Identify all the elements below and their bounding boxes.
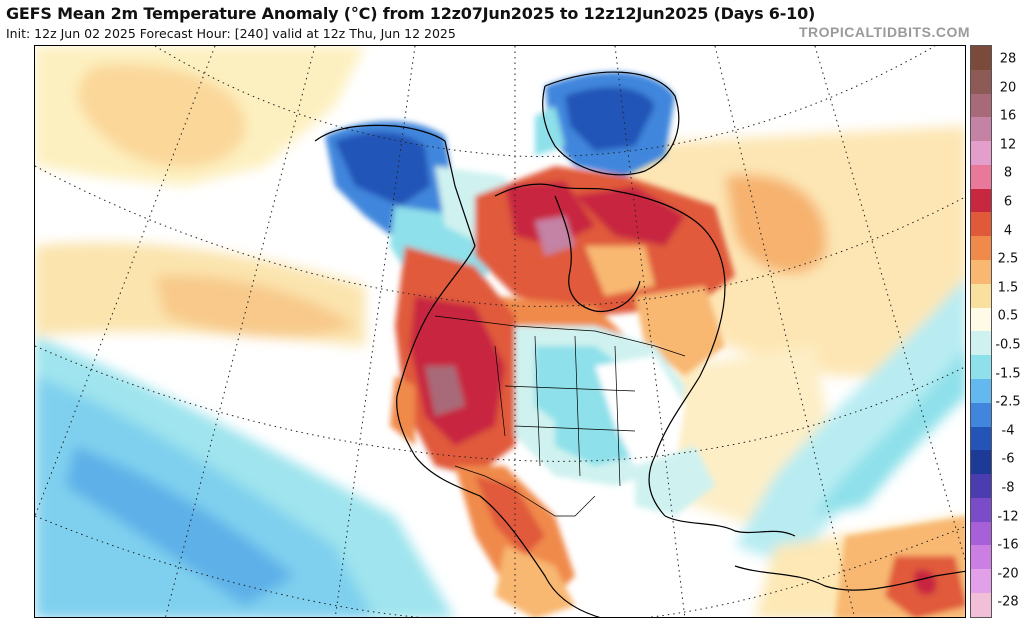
colorbar-label: 2.5 bbox=[997, 251, 1019, 267]
colorbar-label: 12 bbox=[999, 137, 1017, 153]
colorbar-label: -2.5 bbox=[995, 394, 1021, 410]
colorbar-label: -20 bbox=[997, 566, 1019, 582]
colorbar-labels: 28 20 16 12 8 6 4 2.5 1.5 0.5 -0.5 -1.5 -2.5 -4 -6 -8 -1… bbox=[994, 45, 1024, 618]
colorbar-swatch bbox=[971, 521, 991, 546]
colorbar-swatch bbox=[971, 46, 991, 70]
colorbar-swatch bbox=[971, 117, 991, 142]
colorbar-label: 1.5 bbox=[997, 280, 1019, 296]
colorbar-swatch bbox=[971, 331, 991, 356]
colorbar-swatch bbox=[971, 69, 991, 94]
colorbar-swatch bbox=[971, 545, 991, 570]
colorbar-label: -8 bbox=[1001, 480, 1015, 496]
colorbar-swatch bbox=[971, 474, 991, 498]
colorbar-swatch bbox=[971, 355, 991, 379]
colorbar-label: 0.5 bbox=[997, 308, 1019, 324]
colorbar-label: 20 bbox=[999, 80, 1017, 96]
colorbar-swatch bbox=[971, 236, 991, 261]
map-subtitle: Init: 12z Jun 02 2025 Forecast Hour: [24… bbox=[6, 26, 456, 41]
colorbar-swatch bbox=[971, 307, 991, 332]
colorbar-swatch bbox=[971, 260, 991, 284]
colorbar-label: -16 bbox=[997, 537, 1019, 553]
colorbar-swatch bbox=[971, 283, 991, 308]
colorbar-swatch bbox=[971, 164, 991, 189]
colorbar-label: -6 bbox=[1001, 451, 1015, 467]
colorbar-label: 28 bbox=[999, 51, 1017, 67]
colorbar-swatch bbox=[971, 569, 991, 593]
colorbar-label: 4 bbox=[1003, 223, 1013, 239]
colorbar-swatch bbox=[971, 497, 991, 522]
colorbar-swatch bbox=[971, 188, 991, 213]
colorbar-label: -4 bbox=[1001, 423, 1015, 439]
colorbar bbox=[970, 45, 992, 618]
coastlines bbox=[314, 71, 965, 617]
colorbar-swatch bbox=[971, 450, 991, 475]
colorbar-label: -0.5 bbox=[995, 337, 1021, 353]
colorbar-swatch bbox=[971, 426, 991, 451]
colorbar-swatch bbox=[971, 402, 991, 427]
colorbar-swatch bbox=[971, 93, 991, 118]
anomaly-map bbox=[34, 45, 966, 618]
colorbar-label: 16 bbox=[999, 108, 1017, 124]
colorbar-label: 8 bbox=[1003, 165, 1013, 181]
colorbar-swatch bbox=[971, 592, 991, 617]
site-watermark[interactable]: TROPICALTIDBITS.COM bbox=[798, 24, 970, 40]
map-title: GEFS Mean 2m Temperature Anomaly (°C) fr… bbox=[6, 4, 816, 23]
graticule bbox=[35, 46, 965, 617]
colorbar-swatch bbox=[971, 378, 991, 403]
colorbar-label: 6 bbox=[1003, 194, 1013, 210]
colorbar-swatch bbox=[971, 212, 991, 237]
colorbar-label: -12 bbox=[997, 509, 1019, 525]
land-anomaly-layer bbox=[325, 72, 965, 617]
colorbar-swatch bbox=[971, 141, 991, 165]
political-borders bbox=[434, 315, 686, 517]
colorbar-label: -1.5 bbox=[995, 366, 1021, 382]
colorbar-label: -28 bbox=[997, 594, 1019, 610]
ocean-anomaly-layer bbox=[35, 46, 965, 617]
